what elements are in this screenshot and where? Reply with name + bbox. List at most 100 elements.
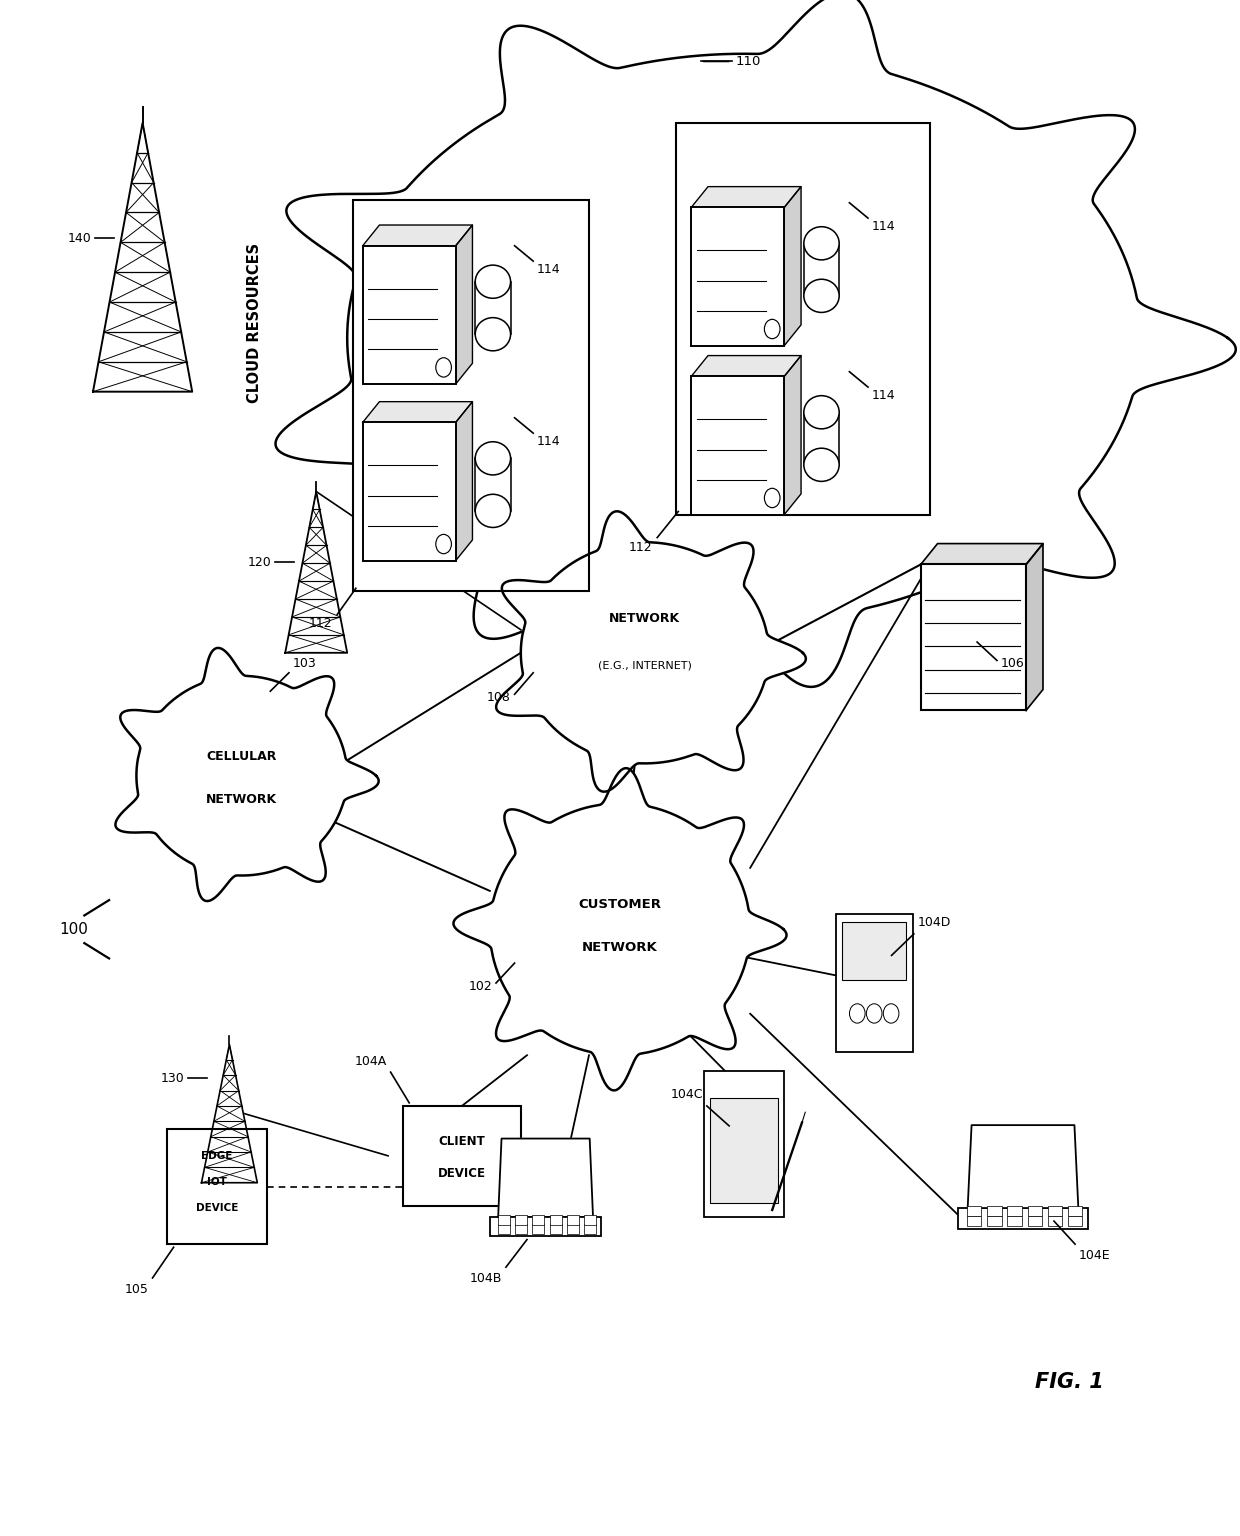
Text: 140: 140 [68,232,92,244]
Circle shape [849,1005,866,1023]
Text: 114: 114 [872,389,895,401]
FancyBboxPatch shape [842,922,906,980]
Polygon shape [692,187,801,207]
Text: 100: 100 [60,922,88,937]
Polygon shape [115,648,378,902]
Text: DEVICE: DEVICE [438,1167,486,1180]
Text: NETWORK: NETWORK [206,794,278,806]
Polygon shape [1025,544,1043,711]
FancyBboxPatch shape [692,376,784,515]
Ellipse shape [804,449,839,481]
Circle shape [867,1005,882,1023]
Text: 105: 105 [125,1283,149,1295]
FancyBboxPatch shape [363,246,456,384]
Polygon shape [275,0,1236,687]
Ellipse shape [475,318,511,350]
Text: CUSTOMER: CUSTOMER [579,899,661,911]
Polygon shape [363,402,472,422]
Text: 112: 112 [629,541,652,553]
FancyBboxPatch shape [584,1215,596,1224]
FancyBboxPatch shape [676,123,930,515]
FancyBboxPatch shape [497,1224,510,1233]
FancyBboxPatch shape [549,1215,562,1224]
Text: 103: 103 [293,657,316,670]
Polygon shape [498,1138,593,1217]
Polygon shape [784,356,801,515]
FancyBboxPatch shape [1048,1206,1061,1217]
FancyBboxPatch shape [403,1106,521,1206]
Polygon shape [93,123,192,392]
Text: CLOUD RESOURCES: CLOUD RESOURCES [247,243,262,402]
Polygon shape [454,768,786,1091]
Text: 130: 130 [161,1072,185,1084]
FancyBboxPatch shape [1068,1206,1083,1217]
FancyBboxPatch shape [1007,1206,1022,1217]
Polygon shape [692,356,801,376]
Ellipse shape [804,227,839,260]
Text: FIG. 1: FIG. 1 [1035,1372,1104,1393]
Polygon shape [496,511,806,791]
Text: NETWORK: NETWORK [582,942,658,954]
Text: 108: 108 [487,691,511,703]
Polygon shape [201,1044,258,1183]
Polygon shape [456,226,472,384]
Circle shape [435,358,451,378]
FancyBboxPatch shape [475,281,511,335]
Ellipse shape [475,442,511,475]
FancyBboxPatch shape [804,412,839,465]
Polygon shape [967,1124,1079,1207]
Text: 102: 102 [469,980,492,992]
FancyBboxPatch shape [584,1224,596,1233]
Polygon shape [456,402,472,561]
Circle shape [435,535,451,554]
Text: 106: 106 [1001,657,1024,670]
FancyBboxPatch shape [167,1129,267,1244]
FancyBboxPatch shape [490,1217,601,1236]
Ellipse shape [804,396,839,429]
Ellipse shape [475,495,511,527]
FancyBboxPatch shape [475,458,511,511]
Polygon shape [920,544,1043,565]
Text: 110: 110 [735,55,760,68]
FancyBboxPatch shape [532,1215,544,1224]
Polygon shape [784,187,801,346]
FancyBboxPatch shape [497,1215,510,1224]
Text: 120: 120 [248,556,272,568]
Circle shape [764,488,780,508]
FancyBboxPatch shape [711,1098,777,1203]
FancyBboxPatch shape [1007,1215,1022,1226]
Circle shape [883,1005,899,1023]
FancyBboxPatch shape [692,207,784,346]
FancyBboxPatch shape [967,1206,981,1217]
FancyBboxPatch shape [1028,1215,1042,1226]
FancyBboxPatch shape [987,1206,1002,1217]
FancyBboxPatch shape [532,1224,544,1233]
Text: 112: 112 [309,617,332,630]
FancyBboxPatch shape [515,1224,527,1233]
Text: 114: 114 [872,220,895,232]
FancyBboxPatch shape [1068,1215,1083,1226]
Text: NETWORK: NETWORK [609,613,681,625]
Polygon shape [363,226,472,246]
FancyBboxPatch shape [704,1072,785,1217]
FancyBboxPatch shape [967,1215,981,1226]
Text: DEVICE: DEVICE [196,1203,238,1213]
FancyBboxPatch shape [1048,1215,1061,1226]
Text: 104B: 104B [470,1272,502,1284]
FancyBboxPatch shape [920,565,1025,711]
Text: 104C: 104C [671,1089,703,1101]
FancyBboxPatch shape [957,1207,1089,1229]
Circle shape [764,319,780,339]
Text: (E.G., INTERNET): (E.G., INTERNET) [598,660,692,670]
Ellipse shape [475,266,511,298]
Text: 114: 114 [537,263,560,275]
Text: CELLULAR: CELLULAR [207,751,277,763]
Text: 104D: 104D [918,917,951,929]
Polygon shape [285,492,347,653]
Ellipse shape [804,280,839,312]
FancyBboxPatch shape [353,200,589,591]
FancyBboxPatch shape [1028,1206,1042,1217]
Text: 104A: 104A [355,1055,387,1068]
FancyBboxPatch shape [567,1215,579,1224]
FancyBboxPatch shape [987,1215,1002,1226]
